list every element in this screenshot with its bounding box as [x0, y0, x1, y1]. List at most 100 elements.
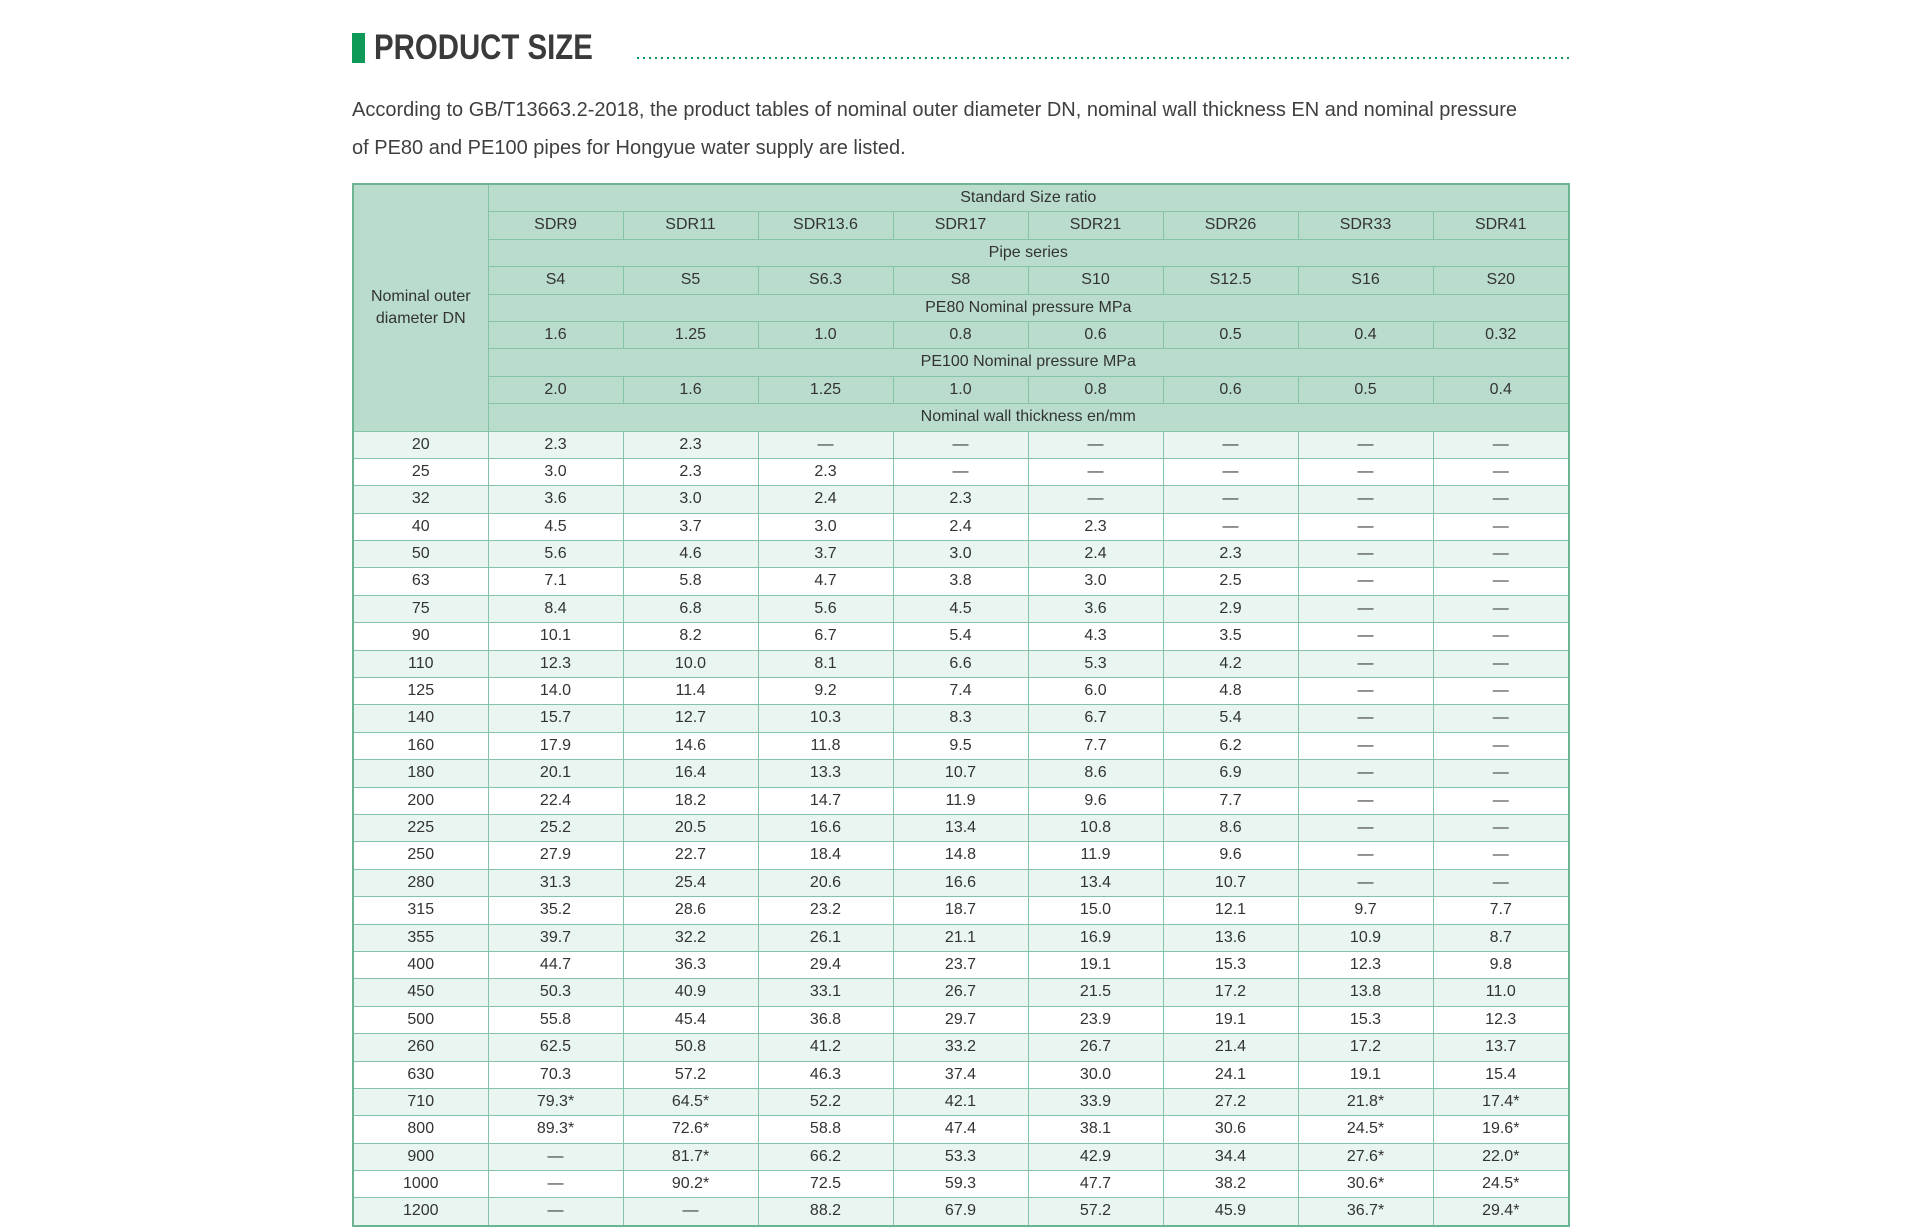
dn-cell: 90 [352, 622, 489, 651]
thickness-cell: 15.7 [487, 704, 624, 733]
thickness-cell: 2.4 [757, 485, 894, 514]
data-row: 110 12.3 10.0 8.1 6.6 5.3 4.2— — [352, 649, 1570, 679]
thickness-cell: — [1297, 731, 1434, 761]
pe80-pressure-cell: 0.8 [892, 320, 1029, 350]
thickness-cell: 45.4 [622, 1005, 759, 1035]
thickness-cell: 10.3 [757, 704, 894, 733]
pe100-pressure-header: PE100 Nominal pressure MPa [487, 348, 1570, 377]
thickness-cell: 39.7 [487, 923, 624, 952]
thickness-cell: 23.7 [892, 950, 1029, 980]
thickness-cell: 72.6* [622, 1115, 759, 1144]
thickness-cell: 37.4 [892, 1060, 1029, 1089]
thickness-cell: 6.0 [1027, 677, 1164, 706]
thickness-cell: 42.9 [1027, 1142, 1164, 1172]
dn-cell: 280 [352, 868, 489, 898]
dn-cell: 710 [352, 1087, 489, 1117]
data-row: 1000—90.2* 72.5 59.3 47.7 38.2 30.6* 24.5* [352, 1170, 1570, 1199]
thickness-cell: 6.8 [622, 594, 759, 624]
dn-cell: 140 [352, 704, 489, 733]
pe100-pressure-cell: 2.0 [487, 375, 624, 405]
thickness-cell: 14.7 [757, 786, 894, 815]
thickness-cell: 19.6* [1432, 1115, 1570, 1144]
thickness-cell: — [1162, 512, 1299, 542]
page-content: PRODUCT SIZE According to GB/T13663.2-20… [352, 30, 1570, 1227]
thickness-cell: 16.6 [757, 813, 894, 843]
thickness-cell: 36.3 [622, 950, 759, 980]
corner-header-cell: Nominal outer diameter DN [352, 183, 489, 432]
thickness-cell: 3.0 [1027, 567, 1164, 596]
pe100-pressure-cell: 0.8 [1027, 375, 1164, 405]
thickness-cell: 3.6 [1027, 594, 1164, 624]
thickness-cell: — [1162, 457, 1299, 487]
page-title: PRODUCT SIZE [374, 28, 593, 67]
thickness-cell: — [487, 1142, 624, 1172]
thickness-cell: — [1432, 430, 1570, 459]
thickness-cell: 44.7 [487, 950, 624, 980]
thickness-cell: 58.8 [757, 1115, 894, 1144]
thickness-cell: 17.9 [487, 731, 624, 761]
thickness-cell: 62.5 [487, 1033, 624, 1062]
data-row: 140 15.7 12.7 10.3 8.3 6.7 5.4— — [352, 704, 1570, 733]
thickness-cell: 2.5 [1162, 567, 1299, 596]
thickness-cell: 38.1 [1027, 1115, 1164, 1144]
thickness-cell: 47.7 [1027, 1170, 1164, 1199]
thickness-cell: 24.5* [1432, 1170, 1570, 1199]
thickness-cell: 18.7 [892, 896, 1029, 925]
data-row: 40 4.5 3.7 3.0 2.4 2.3— — — [352, 512, 1570, 542]
thickness-cell: 52.2 [757, 1087, 894, 1117]
sdr-header-cell: SDR26 [1162, 211, 1299, 240]
pe80-pressure-header: PE80 Nominal pressure MPa [487, 293, 1570, 322]
thickness-cell: — [1027, 430, 1164, 459]
thickness-cell: 21.5 [1027, 978, 1164, 1007]
thickness-cell: 15.3 [1297, 1005, 1434, 1035]
dn-cell: 110 [352, 649, 489, 679]
thickness-cell: 8.6 [1162, 813, 1299, 843]
thickness-cell: — [1297, 485, 1434, 514]
thickness-cell: 7.7 [1432, 896, 1570, 925]
thickness-cell: 12.3 [1432, 1005, 1570, 1035]
thickness-cell: — [1027, 457, 1164, 487]
sdr-header-cell: SDR33 [1297, 211, 1434, 240]
thickness-cell: 10.7 [892, 759, 1029, 788]
data-row: 280 31.3 25.4 20.6 16.6 13.4 10.7— — [352, 868, 1570, 898]
series-header-cell: S5 [622, 266, 759, 295]
thickness-cell: 8.4 [487, 594, 624, 624]
data-row: 25 3.0 2.3 2.3— — — — — [352, 457, 1570, 487]
thickness-cell: — [1432, 868, 1570, 898]
thickness-cell: 5.4 [892, 622, 1029, 651]
data-row: 355 39.7 32.2 26.1 21.1 16.9 13.6 10.9 8.7 [352, 923, 1570, 952]
thickness-cell: 2.3 [757, 457, 894, 487]
thickness-cell: 5.8 [622, 567, 759, 596]
thickness-cell: 21.1 [892, 923, 1029, 952]
thickness-cell: — [1297, 594, 1434, 624]
thickness-cell: 12.3 [487, 649, 624, 679]
thickness-cell: 50.8 [622, 1033, 759, 1062]
thickness-cell: 4.6 [622, 540, 759, 569]
pe100-pressure-cell: 0.5 [1297, 375, 1434, 405]
product-size-table: Nominal outer diameter DN Standard Size r… [352, 183, 1570, 1227]
data-row: 180 20.1 16.4 13.3 10.7 8.6 6.9— — [352, 759, 1570, 788]
sdr-header-cell: SDR41 [1432, 211, 1570, 240]
thickness-cell: 3.0 [622, 485, 759, 514]
thickness-cell: 36.8 [757, 1005, 894, 1035]
thickness-cell: — [1162, 430, 1299, 459]
series-header-cell: S20 [1432, 266, 1570, 295]
data-row: 1200— —88.2 67.9 57.2 45.9 36.7* 29.4* [352, 1197, 1570, 1227]
wall-thickness-header: Nominal wall thickness en/mm [487, 403, 1570, 432]
thickness-cell: — [1432, 594, 1570, 624]
thickness-cell: 7.7 [1162, 786, 1299, 815]
thickness-cell: 14.6 [622, 731, 759, 761]
thickness-cell: — [1297, 704, 1434, 733]
pe80-pressure-cell: 0.4 [1297, 320, 1434, 350]
thickness-cell: 13.6 [1162, 923, 1299, 952]
thickness-cell: 12.1 [1162, 896, 1299, 925]
thickness-cell: — [1432, 786, 1570, 815]
sdr-header-cell: SDR11 [622, 211, 759, 240]
data-row: 20 2.3 2.3— — — — — — [352, 430, 1570, 459]
dn-cell: 63 [352, 567, 489, 596]
data-row: 800 89.3* 72.6* 58.8 47.4 38.1 30.6 24.5* 19.6* [352, 1115, 1570, 1144]
thickness-cell: 7.7 [1027, 731, 1164, 761]
thickness-cell: 41.2 [757, 1033, 894, 1062]
thickness-cell: 6.2 [1162, 731, 1299, 761]
thickness-cell: 9.7 [1297, 896, 1434, 925]
